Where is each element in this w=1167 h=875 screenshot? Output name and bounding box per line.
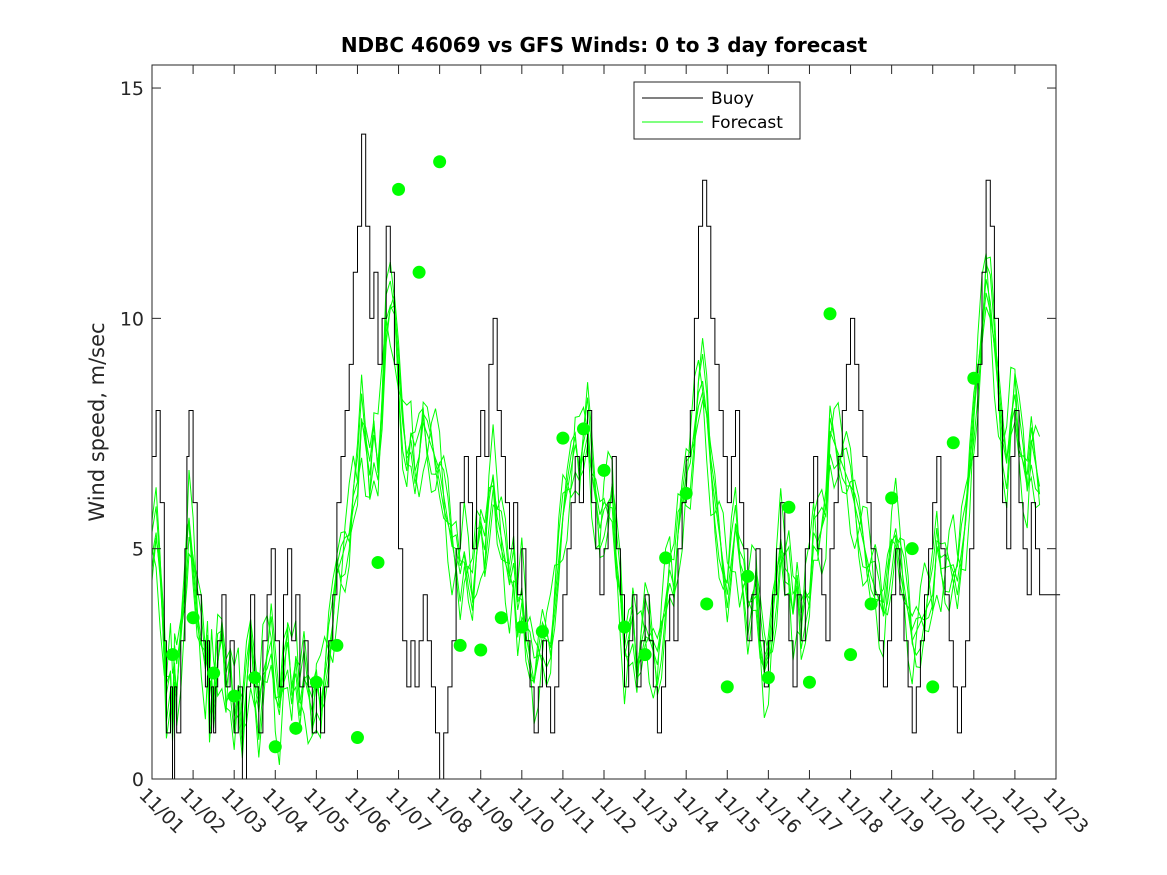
forecast-series-line <box>151 253 1041 765</box>
forecast-point <box>330 638 344 652</box>
x-tick-label: 11/04 <box>258 784 312 838</box>
forecast-point <box>946 436 960 450</box>
forecast-point <box>289 721 303 735</box>
forecast-dots <box>166 155 981 754</box>
forecast-point <box>864 597 878 611</box>
x-tick-label: 11/18 <box>833 784 887 838</box>
forecast-point <box>802 675 816 689</box>
forecast-point <box>166 648 180 662</box>
x-tick-label: 11/02 <box>176 784 230 838</box>
y-axis: 0 5 10 15 <box>120 78 1056 791</box>
x-tick-label: 11/08 <box>422 784 476 838</box>
forecast-point <box>576 422 590 436</box>
x-tick-label: 11/19 <box>874 784 928 838</box>
x-tick-label: 11/09 <box>463 784 517 838</box>
forecast-point <box>638 648 652 662</box>
x-tick-label: 11/15 <box>710 784 764 838</box>
legend-forecast-label: Forecast <box>711 113 783 133</box>
x-tick-label: 11/07 <box>381 784 435 838</box>
y-tick-label: 15 <box>120 78 144 100</box>
forecast-point <box>782 500 796 514</box>
legend-buoy-label: Buoy <box>711 89 754 109</box>
forecast-point <box>823 307 837 321</box>
forecast-point <box>720 680 734 694</box>
forecast-point <box>371 555 385 569</box>
x-tick-label: 11/05 <box>299 784 353 838</box>
x-tick-label: 11/23 <box>1038 784 1092 838</box>
y-tick-label: 5 <box>132 539 144 561</box>
x-tick-label: 11/17 <box>792 784 846 838</box>
y-tick-label: 0 <box>132 769 144 791</box>
buoy-line <box>152 133 1061 780</box>
forecast-point <box>967 371 981 385</box>
forecast-point <box>556 431 570 445</box>
legend-box <box>633 81 801 140</box>
forecast-point <box>741 569 755 583</box>
x-tick-label: 11/20 <box>915 784 969 838</box>
forecast-point <box>494 611 508 625</box>
x-tick-label: 11/10 <box>504 784 558 838</box>
forecast-point <box>885 491 899 505</box>
forecast-point <box>309 675 323 689</box>
forecast-point <box>474 643 488 657</box>
x-tick-label: 11/13 <box>628 784 682 838</box>
forecast-point <box>597 463 611 477</box>
x-tick-label: 11/01 <box>134 784 188 838</box>
x-tick-label: 11/21 <box>956 784 1010 838</box>
forecast-point <box>926 680 940 694</box>
forecast-point <box>186 611 200 625</box>
y-tick-label: 10 <box>120 308 144 330</box>
x-tick-label: 11/03 <box>217 784 271 838</box>
forecast-point <box>248 671 262 685</box>
x-tick-label: 11/06 <box>340 784 394 838</box>
forecast-point <box>392 182 406 196</box>
forecast-point <box>268 740 282 754</box>
x-tick-label: 11/11 <box>545 784 599 838</box>
x-tick-label: 11/16 <box>751 784 805 838</box>
forecast-point <box>659 551 673 565</box>
forecast-series-line <box>151 292 1041 747</box>
forecast-point <box>227 689 241 703</box>
forecast-point <box>700 597 714 611</box>
forecast-point <box>535 625 549 639</box>
forecast-point <box>618 620 632 634</box>
forecast-point <box>679 486 693 500</box>
forecast-point <box>515 620 529 634</box>
chart-title: NDBC 46069 vs GFS Winds: 0 to 3 day fore… <box>341 33 868 57</box>
forecast-point <box>350 731 364 745</box>
forecast-point <box>905 542 919 556</box>
forecast-point <box>761 671 775 685</box>
x-tick-label: 11/22 <box>997 784 1051 838</box>
forecast-point <box>453 638 467 652</box>
forecast-point <box>412 265 426 279</box>
forecast-point <box>844 648 858 662</box>
legend: Buoy Forecast <box>633 81 801 140</box>
forecast-point <box>207 666 221 680</box>
y-axis-label: Wind speed, m/sec <box>85 322 109 521</box>
buoy-series-line <box>152 133 1061 780</box>
x-tick-label: 11/14 <box>669 784 723 838</box>
forecast-point <box>433 155 447 169</box>
x-tick-label: 11/12 <box>586 784 640 838</box>
